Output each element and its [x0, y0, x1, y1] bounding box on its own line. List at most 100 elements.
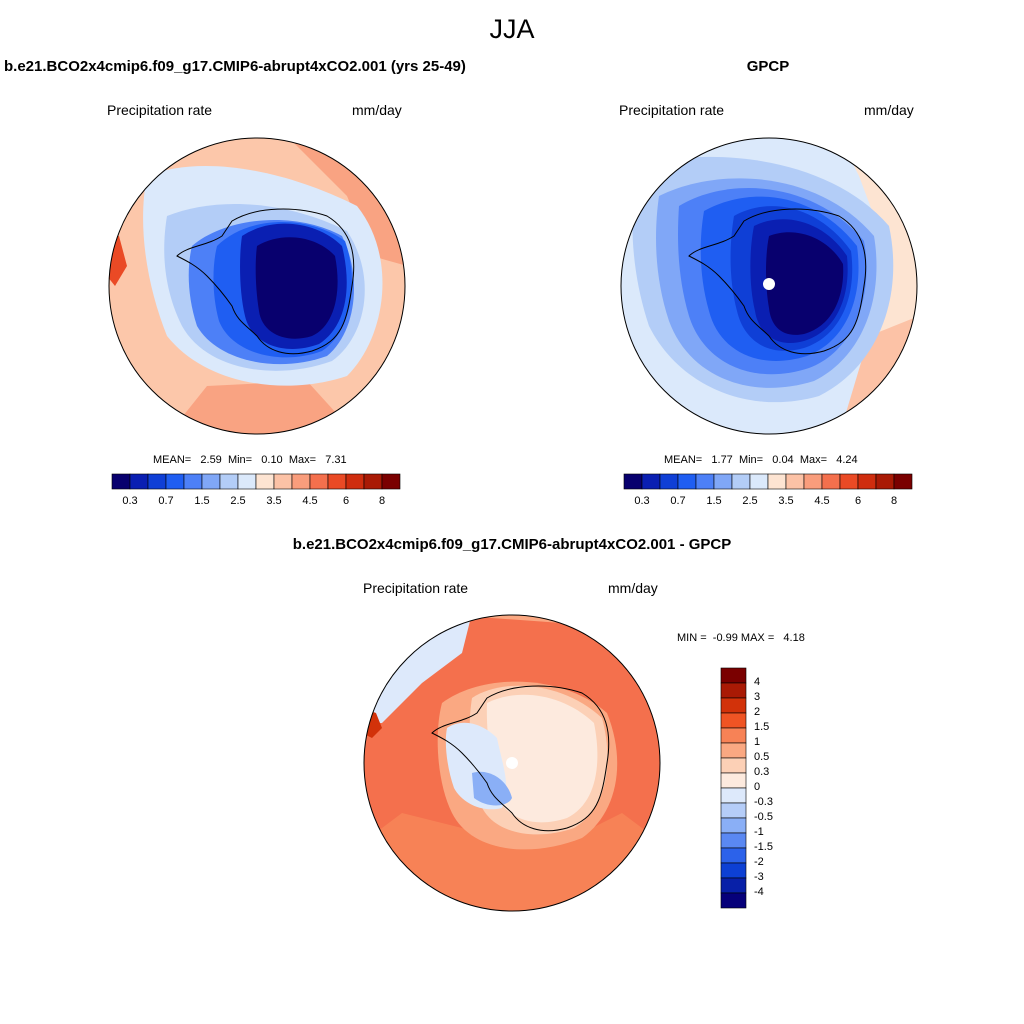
colorbar-tick-label: 0.3: [754, 766, 770, 778]
colorbar-swatch: [273, 473, 293, 490]
panel-3-units-label: mm/day: [608, 580, 658, 596]
colorbar-tick-label: 2.5: [742, 495, 758, 507]
colorbar-swatch: [720, 757, 747, 774]
colorbar-tick-label: 0.3: [634, 495, 650, 507]
colorbar-tick-label: -4: [754, 886, 764, 898]
colorbar-swatch: [363, 473, 383, 490]
panel-1-mean-label: MEAN=: [153, 454, 192, 466]
colorbar-swatch: [720, 772, 747, 789]
colorbar-tick-label: -1: [754, 826, 764, 838]
colorbar-swatch: [201, 473, 221, 490]
colorbar-tick-label: 2: [754, 706, 761, 718]
panel-2-colorbar-swatches: [623, 473, 913, 490]
colorbar-swatch: [291, 473, 311, 490]
colorbar-swatch: [659, 473, 679, 490]
colorbar-tick-label: 8: [378, 495, 386, 507]
colorbar-tick-label: 0.7: [158, 495, 174, 507]
panel-1-mean-value: 2.59: [200, 454, 222, 466]
colorbar-swatch: [381, 473, 401, 490]
colorbar-swatch: [720, 832, 747, 849]
colorbar-swatch: [111, 473, 131, 490]
colorbar-swatch: [731, 473, 751, 490]
colorbar-tick-label: -2: [754, 856, 764, 868]
figure-title: JJA: [489, 14, 535, 44]
panel-2-min-value: 0.04: [772, 454, 794, 466]
colorbar-swatch: [803, 473, 823, 490]
panel-2-max-label: Max=: [799, 454, 828, 466]
panel-3-map: [363, 614, 661, 912]
colorbar-swatch: [623, 473, 643, 490]
colorbar-tick-label: 0.7: [670, 495, 686, 507]
colorbar-swatch: [237, 473, 257, 490]
colorbar-tick-label: 1.5: [706, 495, 722, 507]
colorbar-swatch: [309, 473, 329, 490]
colorbar-tick-label: 4.5: [814, 495, 830, 507]
colorbar-tick-label: 4.5: [302, 495, 318, 507]
colorbar-swatch: [720, 727, 747, 744]
colorbar-swatch: [839, 473, 859, 490]
colorbar-tick-label: 2.5: [230, 495, 246, 507]
panel-1-map: [108, 137, 406, 435]
colorbar-swatch: [857, 473, 877, 490]
colorbar-swatch: [720, 742, 747, 759]
panel-1-colorbar: [111, 473, 401, 490]
colorbar-swatch: [767, 473, 787, 490]
colorbar-swatch: [720, 667, 747, 684]
colorbar-swatch: [327, 473, 347, 490]
panel-3-variable-label: Precipitation rate: [363, 580, 469, 596]
panel-3-min-label: MIN =: [677, 632, 707, 644]
panel-2-max-value: 4.24: [836, 454, 858, 466]
panel-1-title: b.e21.BCO2x4cmip6.f09_g17.CMIP6-abrupt4x…: [4, 58, 466, 75]
colorbar-swatch: [720, 877, 747, 894]
colorbar-tick-label: -0.3: [754, 796, 773, 808]
colorbar-swatch: [147, 473, 167, 490]
colorbar-swatch: [255, 473, 275, 490]
panel-1-max-value: 7.31: [325, 454, 347, 466]
panel-3-colorbar-ticks: 4 3 2 1.5 1 0.5 0.3 0 -0.3 -0.5 -1 -1.5 -2 -3 -4: [754, 668, 794, 908]
panel-2-mean-label: MEAN=: [664, 454, 703, 466]
panel-1-colorbar-swatches: [111, 473, 401, 490]
colorbar-tick-label: 0: [754, 781, 761, 793]
panel-1-colorbar-ticks: 0.3 0.7 1.5 2.5 3.5 4.5 6 8: [112, 495, 400, 509]
colorbar-swatch: [720, 712, 747, 729]
panel-3-colorbar: [720, 667, 747, 909]
colorbar-swatch: [345, 473, 365, 490]
colorbar-tick-label: -1.5: [754, 841, 773, 853]
panel-2-variable-label: Precipitation rate: [619, 102, 725, 118]
panel-2-min-label: Min=: [738, 454, 764, 466]
panel-1-min-label: Min=: [227, 454, 253, 466]
colorbar-swatch: [695, 473, 715, 490]
colorbar-swatch: [183, 473, 203, 490]
panel-2-stats: MEAN= 1.77 Min= 0.04 Max= 4.24: [664, 454, 858, 466]
colorbar-swatch: [875, 473, 895, 490]
colorbar-swatch: [720, 682, 747, 699]
colorbar-swatch: [713, 473, 733, 490]
colorbar-tick-label: 0.3: [122, 495, 138, 507]
colorbar-tick-label: 6: [342, 495, 350, 507]
colorbar-swatch: [720, 802, 747, 819]
colorbar-tick-label: 1.5: [754, 721, 770, 733]
panel-1-variable-label: Precipitation rate: [107, 102, 213, 118]
panel-3-max-value: 4.18: [783, 632, 805, 644]
panel-3-title: b.e21.BCO2x4cmip6.f09_g17.CMIP6-abrupt4x…: [292, 536, 732, 553]
colorbar-swatch: [785, 473, 805, 490]
panel-3-min-value: -0.99: [712, 632, 738, 644]
colorbar-swatch: [219, 473, 239, 490]
colorbar-swatch: [677, 473, 697, 490]
colorbar-swatch: [720, 892, 747, 909]
colorbar-tick-label: 1.5: [194, 495, 210, 507]
colorbar-swatch: [821, 473, 841, 490]
colorbar-tick-label: 0.5: [754, 751, 770, 763]
colorbar-tick-label: 3.5: [266, 495, 282, 507]
colorbar-tick-label: 4: [754, 676, 761, 688]
colorbar-swatch: [749, 473, 769, 490]
colorbar-tick-label: -0.5: [754, 811, 773, 823]
panel-1-max-label: Max=: [288, 454, 317, 466]
panel-2-mean-value: 1.77: [711, 454, 733, 466]
panel-2-colorbar: [623, 473, 913, 490]
colorbar-tick-label: 1: [754, 736, 761, 748]
colorbar-tick-label: 8: [890, 495, 898, 507]
panel-2-units-label: mm/day: [864, 102, 914, 118]
panel-2-colorbar-ticks: 0.3 0.7 1.5 2.5 3.5 4.5 6 8: [624, 495, 912, 509]
panel-1-min-value: 0.10: [261, 454, 283, 466]
